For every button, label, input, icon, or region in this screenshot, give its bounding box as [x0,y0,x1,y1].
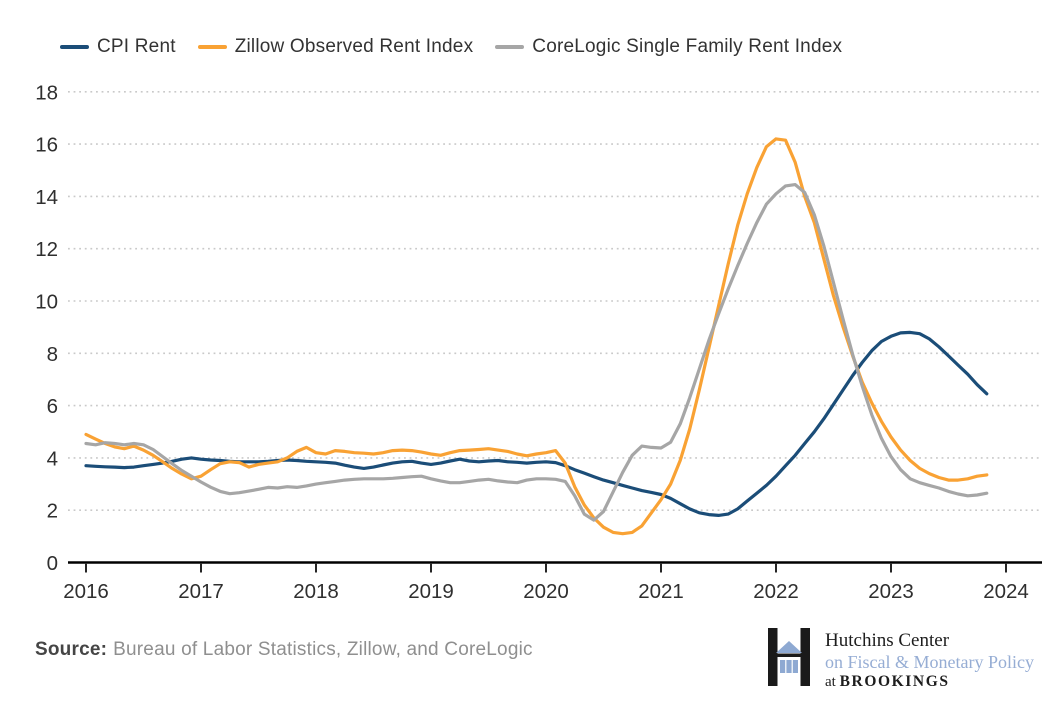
legend-label-zillow: Zillow Observed Rent Index [234,36,474,57]
legend-label-corelogic: CoreLogic Single Family Rent Index [532,36,843,57]
brookings-wordmark: BROOKINGS [839,672,950,690]
x-axis [68,561,1042,573]
x-tick-label-2023: 2023 [868,580,914,603]
logo-title: Hutchins Center [825,630,950,651]
gridlines [68,91,1042,512]
y-tick-label-8: 8 [47,343,58,366]
y-tick-label-6: 6 [47,395,58,418]
x-tick-label-2019: 2019 [408,580,454,603]
y-tick-label-2: 2 [47,500,58,523]
brookings-logo: Hutchins Center on Fiscal & Monetary Pol… [768,628,1034,691]
zillow-line-swatch [197,45,227,49]
series-line-0 [84,330,989,518]
hutchins-center-building-icon [768,628,811,686]
y-tick-label-18: 18 [35,81,58,104]
cpi-rent-line-swatch [60,45,89,49]
y-tick-label-4: 4 [47,447,58,470]
source-label: Source: [35,639,108,660]
legend-label-cpi-rent: CPI Rent [97,36,176,57]
logo-text: Hutchins Center on Fiscal & Monetary Pol… [825,628,1034,691]
x-tick-label-2017: 2017 [178,580,224,603]
x-axis-labels: 2016 2017 2018 2019 2020 2021 2022 2023 2024 [63,580,1029,603]
x-tick-label-2016: 2016 [63,580,109,603]
logo-subtitle: on Fiscal & Monetary Policy [825,652,1034,673]
y-tick-label-14: 14 [35,186,58,209]
x-tick-label-2022: 2022 [753,580,799,603]
x-tick-label-2021: 2021 [638,580,684,603]
legend-item-zillow: Zillow Observed Rent Index [197,36,474,58]
series-line-1 [84,137,989,536]
logo-affiliation: at BROOKINGS [825,672,950,690]
y-tick-label-12: 12 [35,238,58,261]
corelogic-line-swatch [495,45,525,49]
chart-legend: CPI Rent Zillow Observed Rent Index Core… [60,36,842,58]
legend-item-corelogic: CoreLogic Single Family Rent Index [495,36,842,58]
y-tick-label-10: 10 [35,291,58,314]
x-tick-label-2018: 2018 [293,580,339,603]
source-text: Bureau of Labor Statistics, Zillow, and … [113,639,533,660]
x-tick-label-2024: 2024 [983,580,1029,603]
y-tick-label-0: 0 [47,552,58,575]
series-line-2 [84,183,989,522]
y-tick-label-16: 16 [35,134,58,157]
x-tick-label-2020: 2020 [523,580,569,603]
chart-plot-area: 0 2 4 6 8 10 12 14 16 18 2016 2017 2018 2019 2020 2021 2… [35,81,1042,603]
y-axis-labels: 0 2 4 6 8 10 12 14 16 18 [35,81,58,575]
source-note: Source: Bureau of Labor Statistics, Zillo… [35,639,533,661]
legend-item-cpi-rent: CPI Rent [60,36,176,58]
